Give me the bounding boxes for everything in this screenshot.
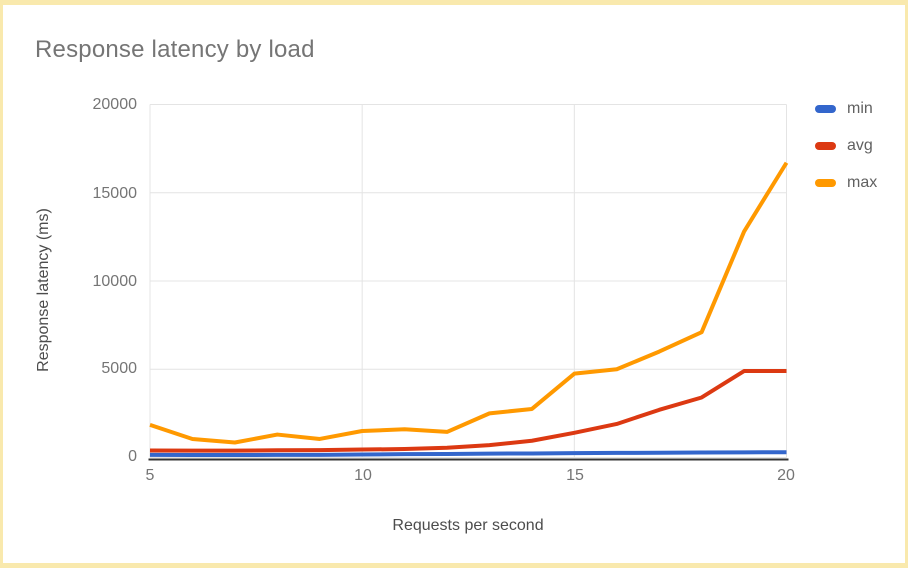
x-axis-tick-label: 15 (566, 467, 584, 484)
x-axis-tick-label: 10 (354, 467, 372, 484)
avg-series-swatch-icon (815, 142, 836, 150)
y-axis-tick-label: 15000 (92, 185, 138, 202)
legend-item-max: max (815, 173, 877, 193)
line-chart-canvas (148, 104, 789, 461)
y-axis-tick-label: 10000 (92, 273, 138, 290)
legend-label: max (847, 174, 878, 191)
y-axis-tick-label: 5000 (101, 360, 137, 377)
x-axis-tick-label: 5 (145, 467, 155, 484)
chart-title: Response latency by load (35, 36, 315, 63)
legend-item-min: min (815, 99, 873, 119)
legend-label: min (847, 100, 873, 117)
y-axis-title: Response latency (ms) (35, 208, 52, 372)
y-axis-tick-label: 20000 (92, 96, 138, 113)
min-series-swatch-icon (815, 105, 836, 113)
legend-item-avg: avg (815, 136, 873, 156)
x-axis-tick-label: 20 (777, 467, 795, 484)
max-series-swatch-icon (815, 179, 836, 187)
y-axis-tick-label: 0 (128, 448, 137, 465)
x-axis-title: Requests per second (392, 517, 544, 534)
legend-label: avg (847, 137, 873, 154)
